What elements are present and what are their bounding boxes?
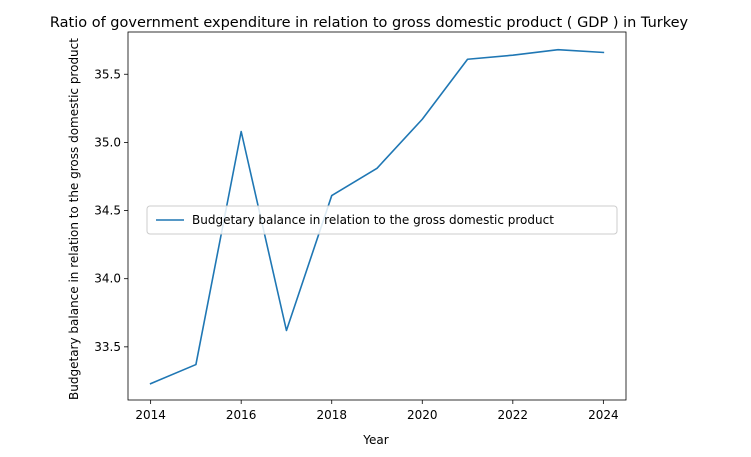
y-tick-label: 35.5: [94, 67, 121, 81]
x-tick-label: 2020: [407, 408, 438, 422]
x-tick-label: 2024: [588, 408, 619, 422]
legend: Budgetary balance in relation to the gro…: [147, 206, 617, 234]
y-tick-label: 35.0: [94, 135, 121, 149]
x-tick-label: 2016: [226, 408, 257, 422]
legend-label: Budgetary balance in relation to the gro…: [192, 213, 554, 227]
x-tick-label: 2022: [498, 408, 529, 422]
x-tick-label: 2014: [135, 408, 166, 422]
y-tick-label: 33.5: [94, 340, 121, 354]
y-axis-label: Budgetary balance in relation to the gro…: [67, 38, 81, 400]
y-tick-label: 34.5: [94, 204, 121, 218]
x-tick-label: 2018: [316, 408, 347, 422]
x-axis-label: Year: [362, 433, 388, 447]
y-tick-label: 34.0: [94, 272, 121, 286]
chart-title: Ratio of government expenditure in relat…: [50, 15, 689, 31]
